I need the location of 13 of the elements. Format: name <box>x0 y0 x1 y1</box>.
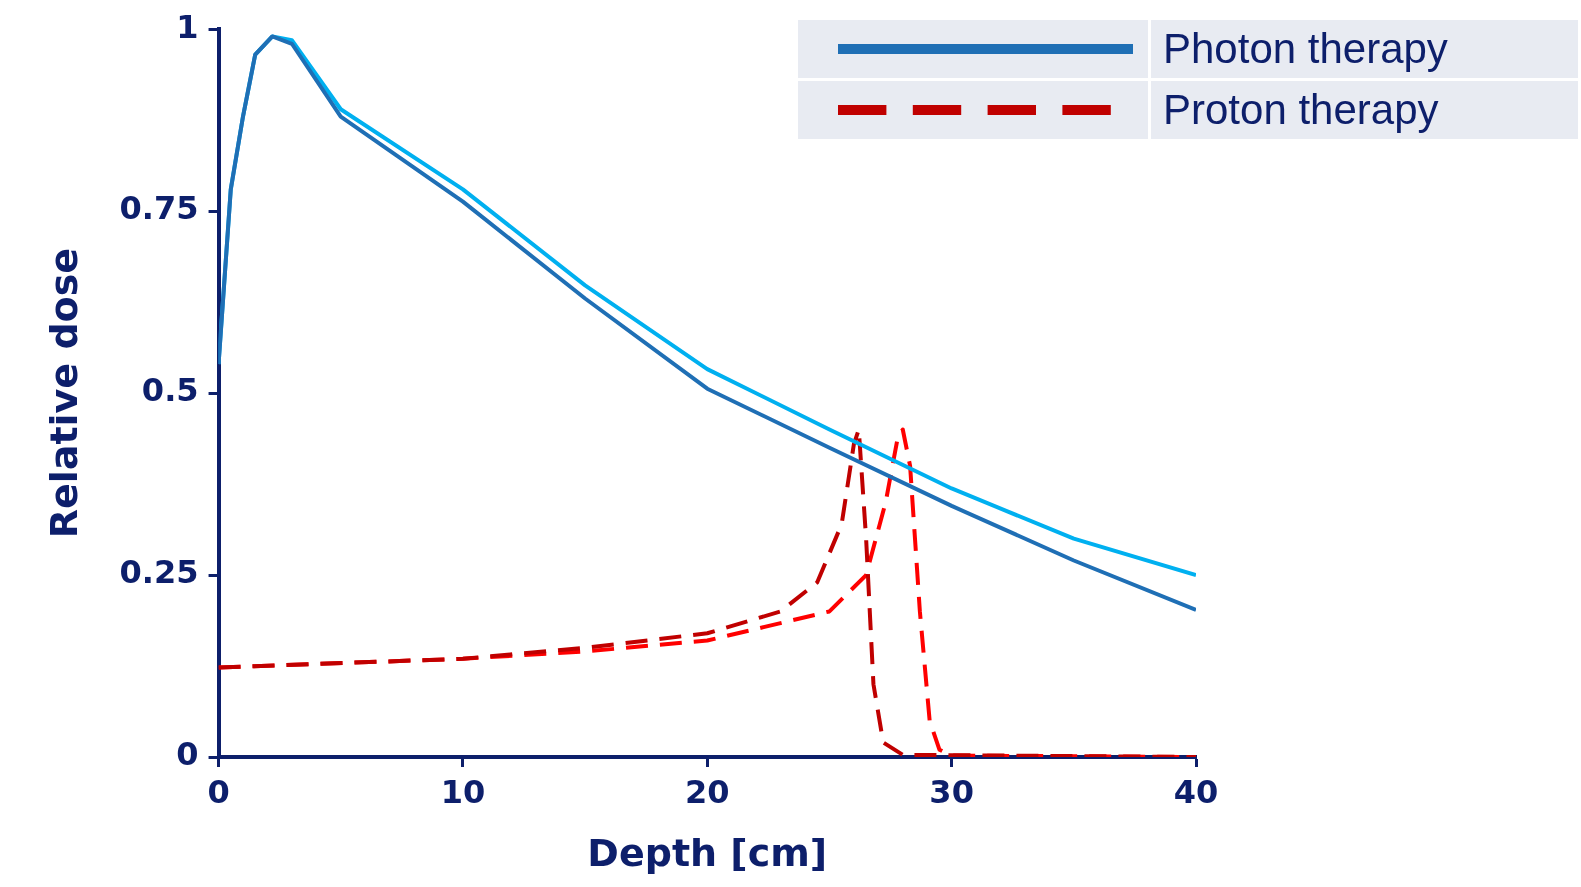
x-axis-title: Depth [cm] <box>587 831 828 876</box>
x-tick-label: 30 <box>929 772 974 811</box>
y-tick-label: 0.75 <box>119 189 199 228</box>
x-tick-label: 40 <box>1173 772 1219 811</box>
y-tick-label: 0.5 <box>141 371 199 410</box>
y-axis-title: Relative dose <box>41 247 86 539</box>
y-tick-label: 1 <box>176 7 199 46</box>
x-tick-label: 20 <box>685 772 730 811</box>
y-tick-label: 0 <box>176 735 199 774</box>
x-tick-label: 10 <box>440 772 486 811</box>
legend-table: Photon therapy Proton therapy <box>795 17 1581 142</box>
x-tick-label: 0 <box>207 772 230 811</box>
y-tick-label: 0.25 <box>119 553 199 592</box>
